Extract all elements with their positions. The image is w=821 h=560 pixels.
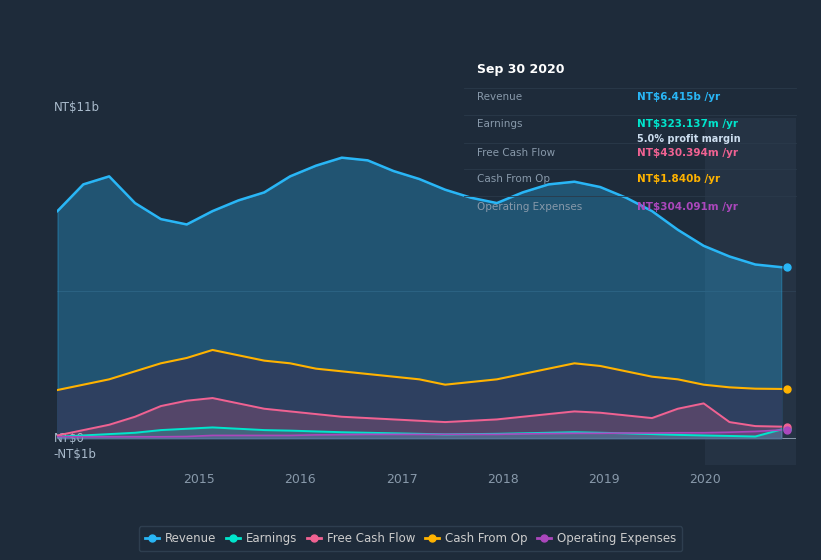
Text: Free Cash Flow: Free Cash Flow xyxy=(477,148,555,158)
Text: Sep 30 2020: Sep 30 2020 xyxy=(477,63,565,76)
Text: NT$0: NT$0 xyxy=(54,432,85,445)
Text: NT$323.137m /yr: NT$323.137m /yr xyxy=(637,119,738,129)
Text: Earnings: Earnings xyxy=(477,119,523,129)
Text: NT$430.394m /yr: NT$430.394m /yr xyxy=(637,148,738,158)
Bar xyxy=(705,118,821,465)
Text: 5.0% profit margin: 5.0% profit margin xyxy=(637,134,741,144)
Text: NT$6.415b /yr: NT$6.415b /yr xyxy=(637,92,720,102)
Text: -NT$1b: -NT$1b xyxy=(54,449,97,461)
Text: Revenue: Revenue xyxy=(477,92,522,102)
Text: NT$1.840b /yr: NT$1.840b /yr xyxy=(637,174,720,184)
Text: NT$304.091m /yr: NT$304.091m /yr xyxy=(637,202,737,212)
Text: Operating Expenses: Operating Expenses xyxy=(477,202,582,212)
Text: Cash From Op: Cash From Op xyxy=(477,174,550,184)
Legend: Revenue, Earnings, Free Cash Flow, Cash From Op, Operating Expenses: Revenue, Earnings, Free Cash Flow, Cash … xyxy=(139,526,682,551)
Text: NT$11b: NT$11b xyxy=(54,101,100,114)
